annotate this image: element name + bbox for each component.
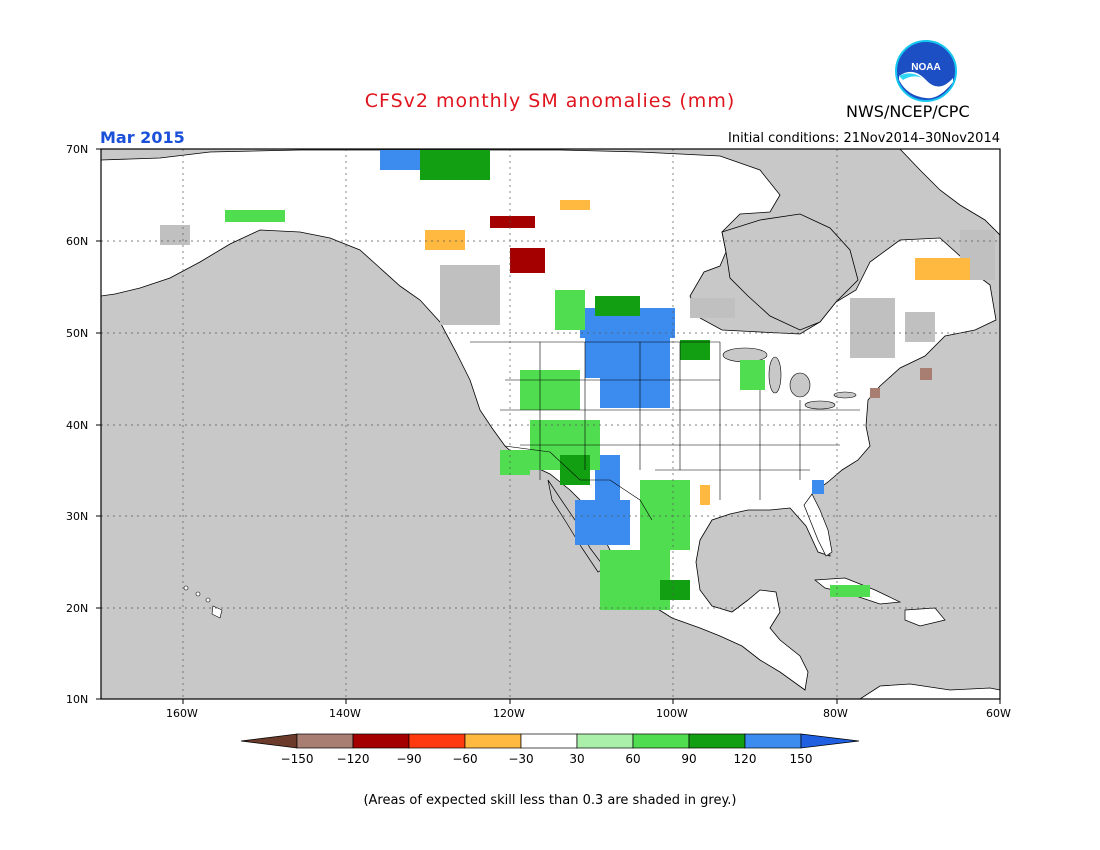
noaa-logo-text: NOAA <box>911 62 940 73</box>
lon-label-160w: 160W <box>166 707 198 720</box>
colorbar-segment-150-120 <box>296 733 354 749</box>
florida <box>803 493 833 557</box>
lat-label-10n: 10N <box>66 693 89 706</box>
colorbar-tick: −120 <box>336 752 370 766</box>
colorbar-segment-lt-150 <box>240 733 298 749</box>
lon-label-60w: 60W <box>986 707 1011 720</box>
lat-label-20n: 20N <box>66 602 89 615</box>
lon-label-140w: 140W <box>329 707 361 720</box>
lat-label-30n: 30N <box>66 510 89 523</box>
low-skill-grey <box>160 225 995 358</box>
lon-label-120w: 120W <box>493 707 525 720</box>
colorbar-tick: 120 <box>733 752 757 766</box>
colorbar-tick: −90 <box>396 752 422 766</box>
skill-footnote: (Areas of expected skill less than 0.3 a… <box>363 793 737 808</box>
lon-label-80w: 80W <box>823 707 848 720</box>
colorbar-tick: −30 <box>508 752 534 766</box>
anomaly-orange-cells <box>425 200 970 505</box>
noaa-logo: NOAA <box>895 40 957 102</box>
colorbar-segment-gt-150 <box>800 733 860 749</box>
map-frame <box>100 148 1001 700</box>
colorbar-tick: −150 <box>280 752 314 766</box>
initial-conditions: Initial conditions: 21Nov2014–30Nov2014 <box>728 131 1000 146</box>
lat-label-60n: 60N <box>66 235 89 248</box>
political-boundaries <box>470 341 860 521</box>
colorbar-segment-30-30 <box>520 733 578 749</box>
anomaly-brown-cells <box>870 368 932 398</box>
south-america <box>859 683 1000 699</box>
colorbar-tick: 30 <box>569 752 585 766</box>
greenland-land <box>899 149 1000 236</box>
colorbar-segment-90-60 <box>408 733 466 749</box>
colorbar-segment-30-60 <box>576 733 634 749</box>
colorbar-segment-120-150 <box>744 733 802 749</box>
colorbar-tick: 60 <box>625 752 641 766</box>
colorbar-segment-120-90 <box>352 733 410 749</box>
lat-label-40n: 40N <box>66 419 89 432</box>
colorbar-tick: 90 <box>681 752 697 766</box>
graticule <box>101 149 1000 699</box>
colorbar <box>240 733 860 749</box>
colorbar-segment-60-30 <box>464 733 522 749</box>
lon-label-100w: 100W <box>656 707 688 720</box>
great-lakes <box>722 347 857 410</box>
colorbar-segment-60-90 <box>632 733 690 749</box>
map-title: CFSv2 monthly SM anomalies (mm) <box>364 90 736 112</box>
colorbar-tick: −60 <box>452 752 478 766</box>
agency-label: NWS/NCEP/CPC <box>846 102 970 121</box>
lat-label-50n: 50N <box>66 327 89 340</box>
forecast-month: Mar 2015 <box>100 128 185 147</box>
colorbar-segment-90-120 <box>688 733 746 749</box>
lat-label-70n: 70N <box>66 143 89 156</box>
hudson-bay <box>721 213 859 331</box>
hawaii <box>183 585 223 619</box>
colorbar-tick: 150 <box>789 752 813 766</box>
anomaly-red-cells <box>490 216 545 273</box>
